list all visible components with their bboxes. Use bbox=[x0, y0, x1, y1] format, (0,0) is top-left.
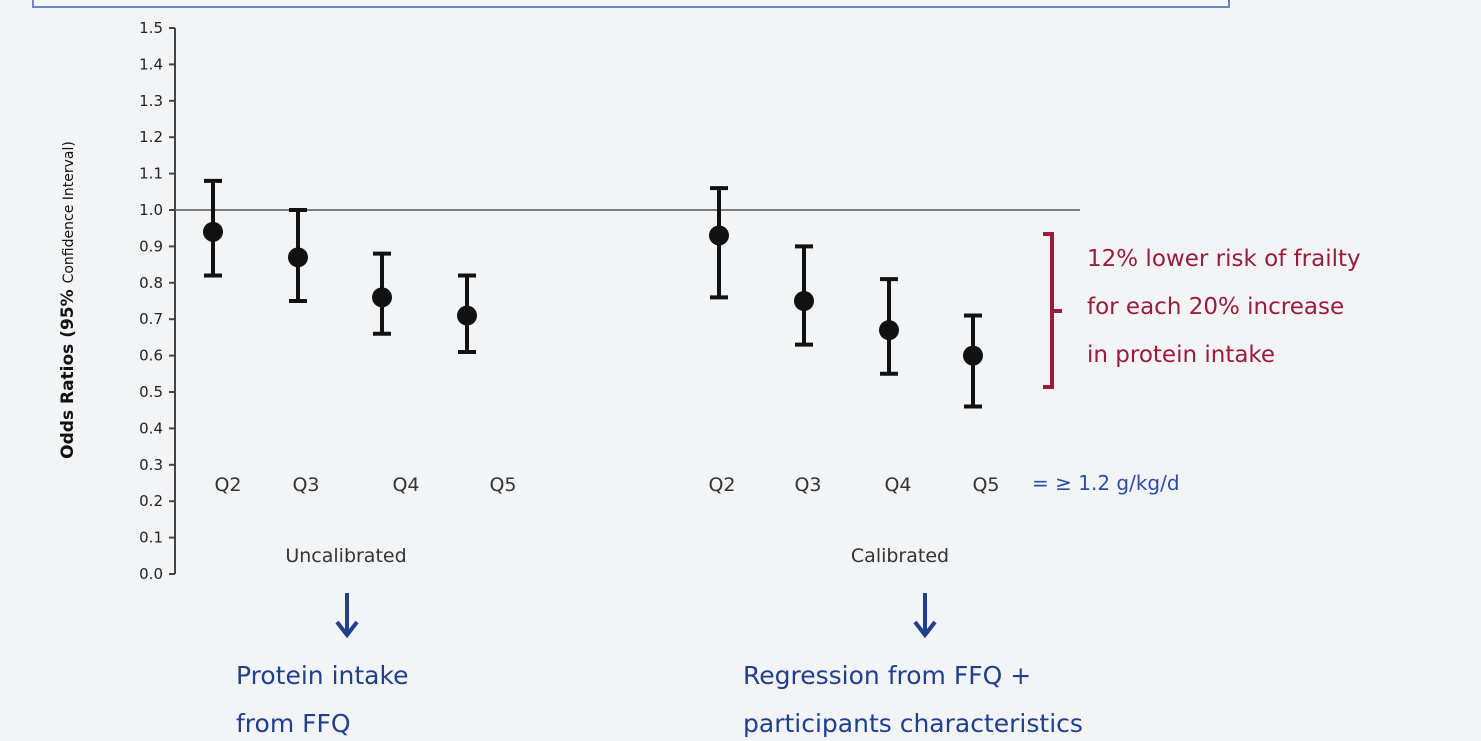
category-label: Q4 bbox=[392, 474, 419, 496]
y-tick-label: 1.3 bbox=[139, 92, 163, 110]
error-bar-point bbox=[457, 273, 477, 354]
y-tick-label: 0.5 bbox=[139, 383, 163, 401]
point-marker bbox=[879, 320, 899, 341]
y-tick-label: 1.5 bbox=[139, 19, 163, 37]
y-tick-label: 1.4 bbox=[139, 55, 163, 73]
y-tick-label: 0.9 bbox=[139, 237, 163, 255]
category-label: Q3 bbox=[794, 474, 821, 496]
y-axis: 0.0 0.1 0.2 0.3 0.4 0.5 0.6 0.7 0.8 0.9 1.0 1.1 1.2 1… bbox=[139, 19, 176, 583]
point-marker bbox=[794, 291, 814, 311]
point-marker bbox=[203, 221, 223, 242]
error-bar-point bbox=[709, 186, 729, 300]
point-marker bbox=[372, 287, 392, 308]
point-marker bbox=[288, 247, 308, 268]
error-bar-point bbox=[203, 178, 223, 278]
y-tick-label: 1.1 bbox=[139, 165, 163, 183]
error-bar-point bbox=[879, 277, 899, 376]
category-labels: Q2 Q3 Q4 Q5 Q2 Q3 Q4 Q5 bbox=[214, 474, 999, 496]
point-marker bbox=[457, 305, 477, 326]
point-marker bbox=[709, 225, 729, 246]
error-bar-point bbox=[963, 313, 983, 409]
risk-bracket bbox=[1043, 232, 1062, 389]
calibrated-note: Regression from FFQ + participants chara… bbox=[743, 661, 1083, 738]
y-tick-label: 0.6 bbox=[139, 347, 163, 365]
category-label: Q5 bbox=[489, 474, 516, 496]
y-axis-label: Odds Ratios (95% Confidence Interval) bbox=[58, 141, 78, 459]
error-bar-point bbox=[372, 251, 392, 336]
uncalibrated-note: Protein intake from FFQ bbox=[236, 661, 416, 738]
group-label-calibrated: Calibrated bbox=[851, 545, 949, 567]
category-label: Q4 bbox=[884, 474, 911, 496]
y-tick-label: 0.2 bbox=[139, 492, 163, 510]
error-bar-point bbox=[288, 208, 308, 303]
down-arrow-icon bbox=[335, 593, 359, 639]
y-tick-label: 0.8 bbox=[139, 274, 163, 292]
y-tick-label: 1.2 bbox=[139, 128, 163, 146]
category-label: Q5 bbox=[972, 474, 999, 496]
top-frame bbox=[32, 0, 1230, 8]
category-label: Q2 bbox=[214, 474, 241, 496]
y-tick-label: 0.4 bbox=[139, 419, 163, 437]
y-tick-label: 0.3 bbox=[139, 456, 163, 474]
y-tick-label: 0.0 bbox=[139, 565, 163, 583]
y-tick-label: 1.0 bbox=[139, 201, 163, 219]
category-label: Q2 bbox=[708, 474, 735, 496]
error-bar-point bbox=[794, 244, 814, 347]
data-points bbox=[203, 178, 983, 409]
group-label-uncalibrated: Uncalibrated bbox=[285, 545, 406, 567]
category-label: Q3 bbox=[292, 474, 319, 496]
y-tick-label: 0.1 bbox=[139, 529, 163, 547]
point-marker bbox=[963, 345, 983, 366]
y-tick-label: 0.7 bbox=[139, 310, 163, 328]
risk-annotation: 12% lower risk of frailty for each 20% i… bbox=[1087, 246, 1368, 368]
down-arrow-icon bbox=[913, 593, 937, 639]
q5-threshold-label: = ≥ 1.2 g/kg/d bbox=[1032, 471, 1180, 495]
